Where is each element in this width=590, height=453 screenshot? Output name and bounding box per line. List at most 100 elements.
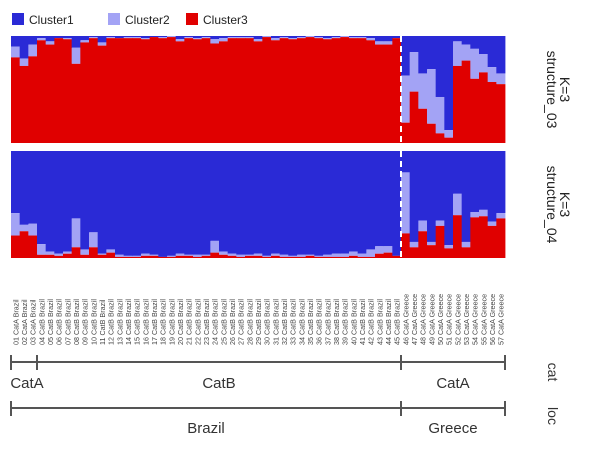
bar-panel1-sample11-cluster1 xyxy=(97,36,107,43)
bar-panel1-sample43-cluster2 xyxy=(375,41,385,45)
bar-panel2-sample52-cluster1 xyxy=(453,151,463,194)
bar-panel2-sample15-cluster1 xyxy=(132,151,142,256)
bar-panel1-sample50-cluster3 xyxy=(435,133,445,143)
bar-panel1-sample57-cluster3 xyxy=(496,84,506,143)
bar-panel1-sample56-cluster1 xyxy=(487,36,497,68)
bar-panel1-sample3-cluster2 xyxy=(28,44,38,57)
bar-panel2-sample18-cluster3 xyxy=(158,256,168,258)
panel-label-2-line2: K=3 xyxy=(557,192,573,218)
bar-panel2-sample20-cluster2 xyxy=(175,253,185,256)
bar-panel2-sample45-cluster1 xyxy=(392,151,402,256)
bar-panel1-sample26-cluster1 xyxy=(227,36,237,38)
bar-panel2-sample3-cluster1 xyxy=(28,151,38,224)
bar-panel1-sample15-cluster2 xyxy=(132,37,142,39)
sample-label-11: 11 CatB Brazil xyxy=(98,299,107,345)
bar-panel2-sample9-cluster3 xyxy=(80,254,90,258)
bar-panel2-sample10-cluster1 xyxy=(89,151,99,233)
bar-panel2-sample25-cluster3 xyxy=(219,254,229,258)
bar-panel2-sample4-cluster1 xyxy=(37,151,47,245)
bar-panel1-sample3-cluster3 xyxy=(28,56,38,143)
bar-panel1-sample24-cluster3 xyxy=(210,43,220,143)
bar-panel1-sample28-cluster3 xyxy=(245,38,255,143)
bar-panel1-sample41-cluster2 xyxy=(357,37,367,39)
bar-panel2-sample18-cluster1 xyxy=(158,151,168,257)
bar-panel1-sample16-cluster3 xyxy=(141,39,151,143)
sample-label-4: 04 CatB Brazil xyxy=(37,299,46,345)
bar-panel2-sample13-cluster2 xyxy=(115,254,125,257)
bar-panel2-sample14-cluster2 xyxy=(123,255,133,257)
bar-panel2-sample12-cluster2 xyxy=(106,249,116,253)
bar-panel1-sample7-cluster3 xyxy=(63,39,73,143)
bar-panel2-sample35-cluster3 xyxy=(305,255,315,258)
bar-panel1-sample53-cluster1 xyxy=(461,36,471,45)
bar-panel1-sample14-cluster1 xyxy=(123,36,133,38)
bar-panel2-sample51-cluster2 xyxy=(444,245,454,249)
annotation-group-loc-2: Greece xyxy=(428,420,477,437)
bar-panel1-sample32-cluster3 xyxy=(279,38,289,143)
sample-label-55: 55 CatA Greece xyxy=(479,294,488,345)
sample-label-27: 27 CatB Brazil xyxy=(237,299,246,345)
sample-label-39: 39 CatB Brazil xyxy=(341,299,350,345)
bar-panel1-sample44-cluster2 xyxy=(383,41,393,45)
sample-label-12: 12 CatB Brazil xyxy=(107,299,116,345)
bar-panel2-sample31-cluster3 xyxy=(271,255,281,258)
bar-panel2-sample6-cluster3 xyxy=(54,255,64,258)
bar-panel1-sample49-cluster1 xyxy=(427,36,437,70)
legend-swatch-3 xyxy=(186,13,198,25)
bar-panel2-sample27-cluster1 xyxy=(236,151,246,255)
bar-panel2-sample36-cluster3 xyxy=(314,256,324,258)
bar-panel2-sample22-cluster1 xyxy=(193,151,203,255)
sample-label-50: 50 CatA Greece xyxy=(436,294,445,345)
bar-panel1-sample30-cluster2 xyxy=(262,36,272,38)
bar-panel2-sample50-cluster3 xyxy=(435,225,445,258)
sample-label-8: 08 CatB Brazil xyxy=(72,299,81,345)
bar-panel1-sample42-cluster1 xyxy=(366,36,376,39)
bar-panel1-sample53-cluster2 xyxy=(461,44,471,61)
bar-panel2-sample32-cluster1 xyxy=(279,151,289,255)
bar-panel2-sample44-cluster2 xyxy=(383,246,393,253)
bar-panel1-sample2-cluster1 xyxy=(19,36,29,59)
sample-label-21: 21 CatB Brazil xyxy=(185,299,194,345)
bar-panel1-sample45-cluster3 xyxy=(392,38,402,143)
bar-panel2-sample37-cluster3 xyxy=(323,256,333,258)
bar-panel1-sample1-cluster1 xyxy=(11,36,21,47)
bar-panel2-sample4-cluster3 xyxy=(37,254,47,258)
bar-panel2-sample14-cluster1 xyxy=(123,151,133,256)
bar-panel1-sample48-cluster2 xyxy=(418,73,428,109)
bar-panel2-sample48-cluster1 xyxy=(418,151,428,221)
bar-panel2-sample49-cluster3 xyxy=(427,245,437,258)
sample-label-13: 13 CatB Brazil xyxy=(115,299,124,345)
bar-panel1-sample24-cluster1 xyxy=(210,36,220,40)
bar-panel1-sample39-cluster3 xyxy=(340,37,350,143)
bar-panel1-sample51-cluster3 xyxy=(444,137,454,143)
bar-panel1-sample8-cluster2 xyxy=(71,47,81,64)
bar-panel2-sample47-cluster2 xyxy=(409,241,419,248)
bar-panel2-sample46-cluster3 xyxy=(401,233,411,258)
bar-panel1-sample39-cluster2 xyxy=(340,36,350,38)
bar-panel2-sample50-cluster1 xyxy=(435,151,445,221)
bar-panel2-sample34-cluster2 xyxy=(297,254,307,257)
bar-panel1-sample15-cluster3 xyxy=(132,38,142,143)
bar-panel2-sample6-cluster2 xyxy=(54,253,64,256)
bar-panel2-sample26-cluster3 xyxy=(227,255,237,258)
bar-panel1-sample27-cluster3 xyxy=(236,38,246,143)
bar-panel1-sample45-cluster1 xyxy=(392,36,402,39)
bar-panel2-sample44-cluster1 xyxy=(383,151,393,247)
bar-panel1-sample2-cluster2 xyxy=(19,58,29,66)
bar-panel1-sample6-cluster1 xyxy=(54,36,64,39)
bar-panel2-sample22-cluster2 xyxy=(193,254,203,257)
bar-panel2-sample46-cluster2 xyxy=(401,172,411,234)
sample-label-33: 33 CatB Brazil xyxy=(289,299,298,345)
bar-panel1-sample23-cluster1 xyxy=(201,36,211,38)
bar-panel2-sample15-cluster2 xyxy=(132,255,142,257)
bar-panel2-sample35-cluster1 xyxy=(305,151,315,255)
bar-panel1-sample28-cluster2 xyxy=(245,37,255,39)
bar-panel2-sample56-cluster3 xyxy=(487,225,497,258)
sample-label-29: 29 CatB Brazil xyxy=(254,299,263,345)
bar-panel1-sample19-cluster2 xyxy=(167,36,177,38)
bar-panel2-sample53-cluster2 xyxy=(461,241,471,248)
bar-panel1-sample37-cluster3 xyxy=(323,39,333,143)
bar-panel2-sample16-cluster2 xyxy=(141,253,151,256)
bar-panel2-sample36-cluster2 xyxy=(314,255,324,257)
